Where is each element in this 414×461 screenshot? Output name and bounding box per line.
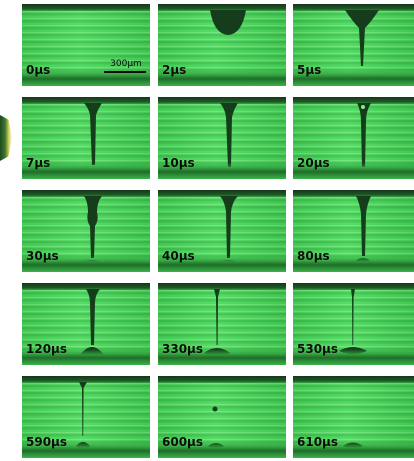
time-label: 610µs — [297, 435, 339, 449]
frame-330us: 330µs — [158, 283, 286, 365]
jet-shape — [84, 103, 102, 165]
orifice-plate — [22, 190, 150, 197]
substrate — [22, 256, 150, 272]
cropped-neighbor-graphic — [0, 115, 12, 161]
droplet-shape — [210, 10, 246, 35]
frame-610us: 610µs — [293, 376, 414, 458]
substrate — [22, 442, 150, 458]
frame-590us: 590µs — [22, 376, 150, 458]
frame-120us: 120µs — [22, 283, 150, 365]
orifice-plate — [22, 4, 150, 11]
time-label: 120µs — [26, 342, 68, 356]
substrate — [293, 442, 414, 458]
time-label: 590µs — [26, 435, 68, 449]
frame-530us: 530µs — [293, 283, 414, 365]
frame-5us: 5µs — [293, 4, 414, 86]
time-label: 330µs — [162, 342, 204, 356]
substrate — [22, 349, 150, 365]
orifice-plate — [293, 376, 414, 383]
substrate — [158, 256, 286, 272]
orifice-plate — [158, 97, 286, 104]
time-label: 10µs — [162, 156, 195, 170]
jet-shape — [357, 103, 371, 167]
scale-bar — [104, 71, 146, 73]
frame-80us: 80µs — [293, 190, 414, 272]
orifice-plate — [293, 4, 414, 11]
orifice-plate — [293, 190, 414, 197]
time-label: 2µs — [162, 63, 187, 77]
frame-2us: 2µs — [158, 4, 286, 86]
time-label: 530µs — [297, 342, 339, 356]
time-label: 40µs — [162, 249, 195, 263]
substrate — [158, 163, 286, 179]
orifice-plate — [22, 283, 150, 290]
jet-shape — [345, 10, 379, 66]
time-label: 0µs — [26, 63, 51, 77]
frame-40us: 40µs — [158, 190, 286, 272]
substrate — [158, 442, 286, 458]
orifice-plate — [22, 97, 150, 104]
substrate — [158, 349, 286, 365]
scale-bar-label: 300µm — [110, 59, 142, 69]
substrate — [22, 70, 150, 86]
orifice-plate — [293, 97, 414, 104]
frame-7us: 7µs — [22, 97, 150, 179]
orifice-plate — [22, 376, 150, 383]
time-label: 30µs — [26, 249, 59, 263]
substrate — [293, 349, 414, 365]
frame-10us: 10µs — [158, 97, 286, 179]
frame-0us: 0µs — [22, 4, 150, 86]
substrate — [293, 163, 414, 179]
substrate — [22, 163, 150, 179]
substrate — [158, 70, 286, 86]
orifice-plate — [158, 4, 286, 11]
time-label: 20µs — [297, 156, 330, 170]
time-label: 80µs — [297, 249, 330, 263]
frame-600us: 600µs — [158, 376, 286, 458]
orifice-plate — [158, 283, 286, 290]
time-label: 600µs — [162, 435, 204, 449]
orifice-plate — [158, 376, 286, 383]
time-label: 5µs — [297, 63, 322, 77]
jet-shape — [220, 103, 238, 167]
substrate — [293, 70, 414, 86]
orifice-plate — [293, 283, 414, 290]
substrate — [293, 256, 414, 272]
frame-30us: 30µs — [22, 190, 150, 272]
frame-20us: 20µs — [293, 97, 414, 179]
orifice-plate — [158, 190, 286, 197]
time-label: 7µs — [26, 156, 51, 170]
